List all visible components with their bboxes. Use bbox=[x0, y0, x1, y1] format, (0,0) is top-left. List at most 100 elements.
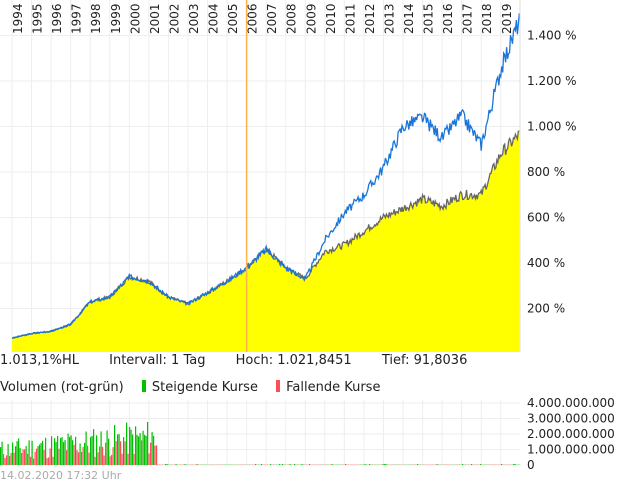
volume-bar bbox=[58, 448, 60, 465]
year-label: 2004 bbox=[207, 3, 221, 34]
volume-bar bbox=[91, 435, 93, 465]
volume-bar bbox=[100, 431, 102, 465]
high-value: Hoch: 1.021,8451 bbox=[235, 353, 352, 368]
volume-bar bbox=[331, 464, 333, 465]
volume-bar bbox=[34, 451, 36, 465]
volume-legend: Volumen (rot-grün) Steigende Kurse Falle… bbox=[0, 380, 380, 395]
volume-bar bbox=[301, 464, 303, 465]
volume-bar bbox=[102, 446, 104, 465]
volume-bar bbox=[49, 448, 51, 465]
volume-bar bbox=[154, 445, 156, 465]
year-label: 2014 bbox=[402, 3, 416, 34]
volume-bar bbox=[513, 464, 515, 465]
y-tick: 400 % bbox=[527, 256, 565, 270]
volume-bar bbox=[462, 464, 464, 465]
volume-bar bbox=[24, 449, 26, 465]
volume-bar bbox=[145, 435, 147, 465]
volume-bar bbox=[109, 456, 111, 465]
volume-bar bbox=[471, 464, 473, 465]
volume-bar bbox=[153, 435, 155, 465]
area-fill bbox=[12, 131, 520, 352]
volume-bar bbox=[27, 453, 29, 465]
year-label: 2016 bbox=[441, 3, 455, 34]
volume-bar bbox=[15, 446, 17, 465]
volume-bar bbox=[184, 464, 186, 465]
low-value: Tief: 91,8036 bbox=[381, 353, 468, 368]
volume-bar bbox=[97, 452, 99, 465]
volume-bar bbox=[57, 435, 59, 465]
volume-bar bbox=[48, 457, 50, 465]
year-label: 2001 bbox=[148, 3, 162, 34]
volume-bar bbox=[114, 424, 116, 465]
year-label: 2018 bbox=[480, 3, 494, 34]
year-label: 2012 bbox=[363, 3, 377, 34]
volume-bar bbox=[87, 445, 89, 465]
volume-bar bbox=[72, 440, 74, 465]
volume-bar bbox=[148, 453, 150, 465]
volume-bar bbox=[151, 431, 153, 465]
year-label: 1997 bbox=[70, 3, 84, 34]
volume-bar bbox=[166, 464, 168, 465]
volume-bar bbox=[282, 464, 284, 465]
chart-info: 1.013,1%HL Intervall: 1 Tag Hoch: 1.021,… bbox=[0, 353, 493, 368]
year-label: 1996 bbox=[50, 3, 64, 34]
volume-bar bbox=[79, 443, 81, 465]
volume-bar bbox=[19, 448, 21, 465]
volume-bar bbox=[96, 435, 98, 465]
year-label: 2017 bbox=[461, 3, 475, 34]
volume-bar bbox=[142, 430, 144, 465]
volume-bar bbox=[136, 434, 138, 465]
volume-bar bbox=[345, 464, 347, 465]
volume-bar bbox=[3, 454, 5, 465]
volume-bar bbox=[364, 464, 366, 465]
legend-rising: Steigende Kurse bbox=[151, 380, 258, 395]
volume-bar bbox=[30, 456, 32, 465]
volume-bar bbox=[127, 453, 129, 465]
volume-bar bbox=[25, 446, 27, 465]
y-tick: 600 % bbox=[527, 211, 565, 225]
year-label: 2000 bbox=[128, 3, 142, 34]
volume-bar bbox=[43, 449, 45, 465]
volume-bar bbox=[417, 464, 419, 465]
year-label: 2010 bbox=[324, 3, 338, 34]
volume-bar bbox=[133, 453, 135, 465]
volume-bar bbox=[67, 433, 69, 465]
interval: Intervall: 1 Tag bbox=[109, 353, 206, 368]
volume-bar bbox=[129, 426, 131, 465]
volume-bar bbox=[369, 464, 371, 465]
volume-bar bbox=[123, 437, 125, 465]
volume-bar bbox=[37, 446, 39, 465]
volume-title: Volumen (rot-grün) bbox=[0, 380, 124, 395]
volume-bar bbox=[51, 436, 53, 465]
year-label: 2006 bbox=[246, 3, 260, 34]
volume-bar bbox=[55, 441, 57, 465]
rising-swatch bbox=[141, 380, 146, 392]
volume-bar bbox=[40, 442, 42, 465]
volume-bar bbox=[52, 456, 54, 465]
volume-bar bbox=[436, 464, 438, 465]
volume-bar bbox=[33, 458, 35, 465]
volume-bar bbox=[31, 440, 33, 465]
volume-bar bbox=[135, 426, 137, 465]
volume-bar bbox=[270, 464, 272, 465]
volume-bar bbox=[70, 435, 72, 465]
volume-bar bbox=[66, 450, 68, 465]
volume-bar bbox=[93, 429, 95, 465]
volume-bar bbox=[175, 464, 177, 465]
volume-bar bbox=[0, 447, 2, 465]
volume-bar bbox=[255, 464, 257, 465]
year-label: 1994 bbox=[11, 3, 25, 34]
year-label: 1999 bbox=[109, 3, 123, 34]
volume-bar bbox=[480, 464, 482, 465]
volume-bar bbox=[9, 455, 11, 465]
volume-bar bbox=[63, 442, 65, 465]
volume-bar bbox=[76, 450, 78, 465]
volume-bar bbox=[103, 455, 105, 465]
volume-bar bbox=[13, 452, 15, 465]
year-label: 1995 bbox=[31, 3, 45, 34]
year-label: 2011 bbox=[343, 3, 357, 34]
year-label: 2002 bbox=[167, 3, 181, 34]
volume-bar bbox=[501, 464, 503, 465]
volume-bar bbox=[12, 442, 14, 465]
